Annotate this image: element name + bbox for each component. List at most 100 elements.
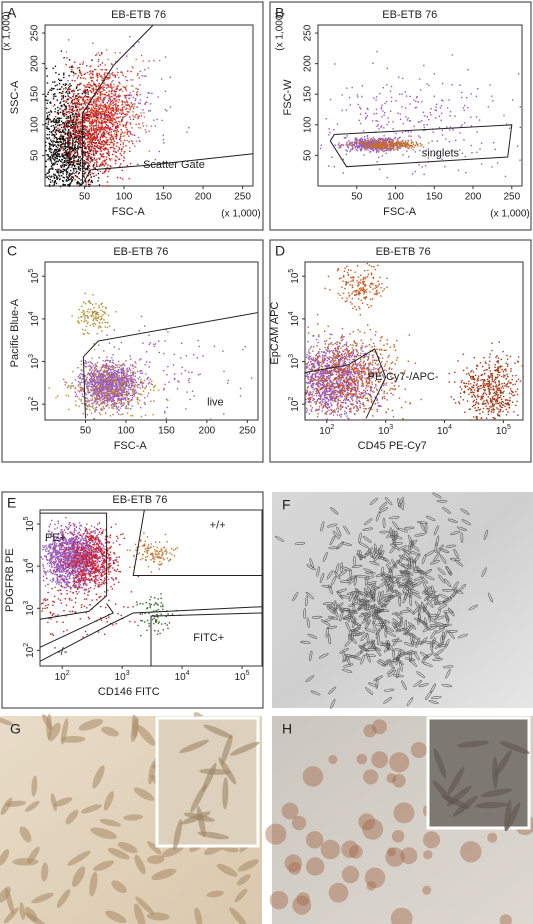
event-dot — [80, 104, 83, 106]
event-dot — [82, 125, 84, 127]
event-dot — [103, 76, 106, 79]
event-dot — [75, 135, 78, 137]
event-dot — [92, 319, 94, 322]
event-dot — [366, 145, 369, 148]
event-dot — [107, 100, 110, 102]
event-dot — [109, 102, 111, 105]
event-dot — [98, 114, 100, 117]
event-dot — [129, 131, 131, 133]
event-dot — [361, 144, 364, 146]
event-dot — [87, 117, 90, 120]
event-dot — [122, 374, 125, 377]
event-dot — [102, 77, 104, 80]
event-dot — [145, 131, 147, 133]
event-dot — [118, 158, 121, 160]
event-dot — [79, 97, 82, 99]
event-dot — [392, 121, 394, 123]
event-dot — [491, 166, 493, 168]
event-dot — [83, 118, 86, 121]
event-dot — [365, 139, 367, 141]
event-dot — [91, 111, 93, 113]
event-dot — [90, 109, 92, 111]
event-dot — [101, 119, 103, 121]
event-dot — [116, 142, 118, 144]
event-dot — [105, 69, 108, 71]
event-dot — [110, 83, 112, 85]
event-dot — [66, 98, 68, 101]
event-dot — [58, 119, 60, 122]
event-dot — [115, 121, 117, 124]
event-dot — [345, 109, 348, 111]
event-dot — [380, 138, 383, 140]
event-dot — [89, 174, 92, 176]
event-dot — [118, 95, 120, 97]
tick-label: 250 — [234, 192, 251, 203]
event-dot — [132, 118, 135, 121]
tick-label: 150 — [155, 192, 172, 203]
event-dot — [416, 96, 418, 98]
event-dot — [117, 131, 119, 133]
event-dot — [157, 96, 159, 98]
event-dot — [95, 311, 97, 313]
event-dot — [405, 142, 407, 144]
event-dot — [120, 88, 122, 90]
event-dot — [104, 69, 107, 71]
event-dot — [72, 121, 75, 124]
event-dot — [113, 369, 116, 372]
event-dot — [88, 143, 90, 145]
event-dot — [110, 101, 112, 104]
event-dot — [70, 119, 72, 121]
event-dot — [61, 137, 64, 139]
event-dot — [81, 124, 83, 126]
event-dot — [144, 129, 147, 131]
event-dot — [65, 63, 67, 66]
event-dot — [404, 140, 406, 142]
event-dot — [389, 139, 391, 141]
event-dot — [72, 94, 75, 96]
event-dot — [379, 146, 381, 149]
event-dot — [83, 167, 86, 169]
event-dot — [81, 393, 84, 395]
event-dot — [45, 95, 47, 98]
event-dot — [114, 100, 116, 102]
event-dot — [69, 126, 72, 128]
event-dot — [115, 88, 117, 90]
event-dot — [362, 142, 364, 144]
event-dot — [121, 393, 124, 396]
event-dot — [74, 73, 76, 75]
event-dot — [121, 108, 124, 111]
event-dot — [72, 89, 74, 91]
event-dot — [334, 144, 336, 146]
event-dot — [161, 119, 163, 122]
event-dot — [48, 157, 50, 159]
event-dot — [56, 178, 58, 180]
event-dot — [94, 124, 96, 127]
event-dot — [49, 179, 51, 181]
event-dot — [77, 317, 80, 319]
event-dot — [94, 363, 97, 365]
event-dot — [375, 140, 377, 142]
event-dot — [106, 326, 109, 329]
event-dot — [426, 83, 428, 85]
event-dot — [48, 184, 51, 186]
event-dot — [59, 101, 62, 103]
event-dot — [134, 361, 136, 363]
event-dot — [60, 50, 63, 52]
event-dot — [71, 315, 73, 317]
event-dot — [448, 129, 451, 131]
event-dot — [410, 141, 413, 143]
event-dot — [85, 101, 87, 104]
event-dot — [52, 124, 54, 127]
event-dot — [67, 138, 69, 140]
event-dot — [103, 148, 105, 151]
event-dot — [142, 122, 144, 124]
event-dot — [390, 141, 393, 144]
event-dot — [96, 381, 99, 383]
event-dot — [101, 101, 103, 103]
event-dot — [82, 395, 84, 398]
event-dot — [84, 381, 86, 383]
event-dot — [137, 136, 140, 139]
event-dot — [86, 145, 89, 147]
event-dot — [117, 406, 120, 408]
event-dot — [389, 148, 391, 150]
